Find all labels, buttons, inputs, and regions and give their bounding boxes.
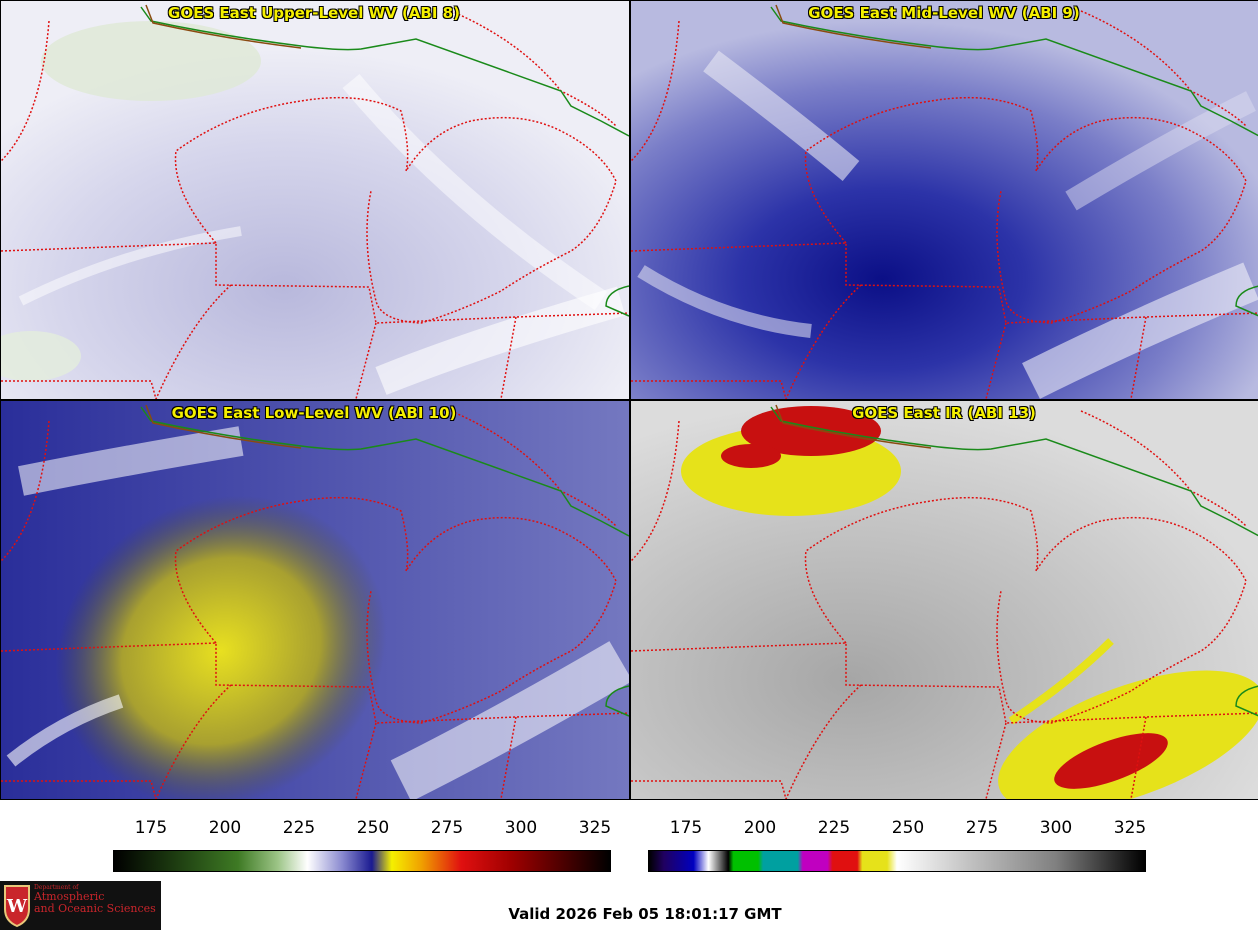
wv-colorbar-ticks: 175 200 225 250 275 300 325 — [113, 818, 611, 840]
ir-tick-label: 275 — [965, 818, 999, 838]
mid-level-wv-image — [631, 1, 1258, 399]
wv-tick-label: 200 — [208, 818, 242, 838]
ir-colorbar: 175 200 225 250 275 300 325 — [648, 818, 1146, 873]
low-level-wv-image — [1, 401, 629, 799]
ir-tick-label: 200 — [743, 818, 777, 838]
ir-tick-label: 325 — [1113, 818, 1147, 838]
panel-title-mid-level-wv: GOES East Mid-Level WV (ABI 9) — [808, 4, 1080, 22]
upper-level-wv-image — [1, 1, 629, 399]
panel-title-upper-level-wv: GOES East Upper-Level WV (ABI 8) — [168, 4, 460, 22]
logo-line2: Atmospheric — [34, 890, 105, 904]
ir-tick-label: 250 — [891, 818, 925, 838]
wv-tick-label: 325 — [578, 818, 612, 838]
wv-colorbar: 175 200 225 250 275 300 325 — [113, 818, 611, 873]
panel-upper-level-wv — [0, 0, 630, 400]
wv-tick-label: 175 — [134, 818, 168, 838]
wv-tick-label: 300 — [504, 818, 538, 838]
ir-colorbar-gradient — [648, 850, 1146, 872]
panel-title-low-level-wv: GOES East Low-Level WV (ABI 10) — [171, 404, 457, 422]
panel-low-level-wv — [0, 400, 630, 800]
wv-tick-label: 250 — [356, 818, 390, 838]
ir-image — [631, 401, 1258, 799]
panel-mid-level-wv — [630, 0, 1258, 400]
ir-tick-label: 300 — [1039, 818, 1073, 838]
panel-ir — [630, 400, 1258, 800]
ir-tick-label: 175 — [669, 818, 703, 838]
svg-text:W: W — [6, 896, 28, 917]
panel-title-ir: GOES East IR (ABI 13) — [852, 404, 1036, 422]
logo-text: Department of Atmospheric and Oceanic Sc… — [34, 884, 156, 915]
logo-line1: Department of — [34, 884, 79, 891]
logo-line3: and Oceanic Sciences — [34, 901, 156, 915]
wv-colorbar-gradient — [113, 850, 611, 872]
uw-crest-icon: W — [4, 885, 30, 928]
wv-tick-label: 275 — [430, 818, 464, 838]
wv-tick-label: 225 — [282, 818, 316, 838]
ir-tick-label: 225 — [817, 818, 851, 838]
aos-logo: W Department of Atmospheric and Oceanic … — [0, 881, 161, 930]
valid-time-label: Valid 2026 Feb 05 18:01:17 GMT — [508, 905, 782, 923]
ir-colorbar-ticks: 175 200 225 250 275 300 325 — [648, 818, 1146, 840]
